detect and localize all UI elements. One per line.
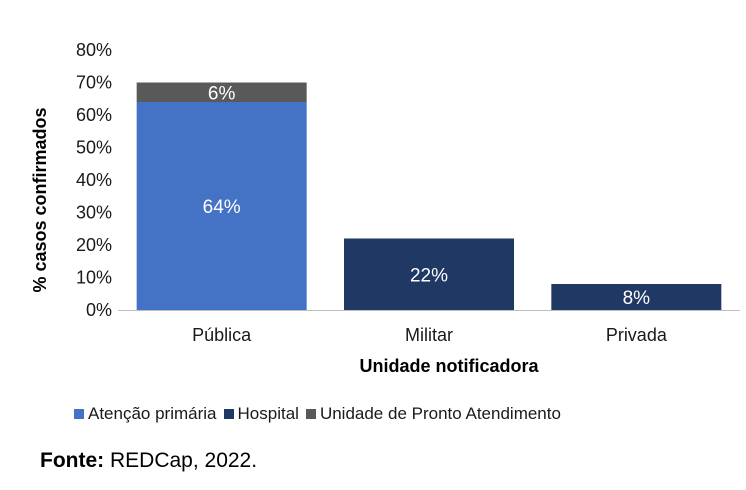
- y-tick-label: 30%: [76, 203, 112, 223]
- legend-item: Atenção primária: [74, 404, 217, 424]
- source-label: Fonte:: [40, 449, 105, 472]
- legend-swatch: [74, 409, 84, 419]
- bars: [136, 82, 722, 310]
- legend: Atenção primária Hospital Unidade de Pront…: [74, 404, 568, 424]
- bar-segment: [136, 102, 307, 310]
- data-labels: 64% 6% 22% 8%: [203, 83, 651, 309]
- legend-item: Hospital: [223, 404, 299, 424]
- y-tick-label: 40%: [76, 170, 112, 190]
- data-label: 8%: [623, 288, 651, 309]
- data-label: 6%: [208, 83, 236, 104]
- bar-segment: [551, 284, 722, 310]
- y-tick-label: 0%: [86, 300, 112, 320]
- y-axis-title: % casos confirmados: [30, 107, 50, 292]
- legend-item: Unidade de Pronto Atendimento: [305, 404, 561, 424]
- y-tick-label: 80%: [76, 40, 112, 60]
- x-axis-ticks: Pública Militar Privada: [192, 325, 668, 345]
- y-axis-ticks: 0% 10% 20% 30% 40% 50% 60% 70% 80%: [76, 40, 112, 320]
- x-tick-label: Pública: [192, 325, 252, 345]
- x-tick-label: Militar: [405, 325, 453, 345]
- y-tick-label: 60%: [76, 105, 112, 125]
- legend-swatch: [305, 409, 316, 419]
- x-tick-label: Privada: [606, 325, 668, 345]
- bar-segment: [344, 238, 514, 310]
- stacked-bar-chart: 0% 10% 20% 30% 40% 50% 60% 70% 80% 64% 6% 22% 8% Pú…: [30, 40, 740, 376]
- data-label: 64%: [203, 197, 241, 218]
- x-axis-title: Unidade notificadora: [359, 356, 539, 376]
- legend-label: Unidade de Pronto Atendimento: [319, 404, 561, 423]
- y-tick-label: 50%: [76, 138, 112, 158]
- y-tick-label: 10%: [76, 268, 112, 288]
- legend-label: Atenção primária: [88, 404, 217, 423]
- source-note: Fonte: REDCap, 2022.: [40, 449, 257, 473]
- y-tick-label: 70%: [76, 73, 112, 93]
- legend-label: Hospital: [237, 404, 299, 423]
- source-text: REDCap, 2022.: [104, 449, 258, 472]
- y-tick-label: 20%: [76, 235, 112, 255]
- data-label: 22%: [410, 265, 448, 286]
- bar-segment: [136, 82, 307, 102]
- legend-swatch: [223, 409, 234, 419]
